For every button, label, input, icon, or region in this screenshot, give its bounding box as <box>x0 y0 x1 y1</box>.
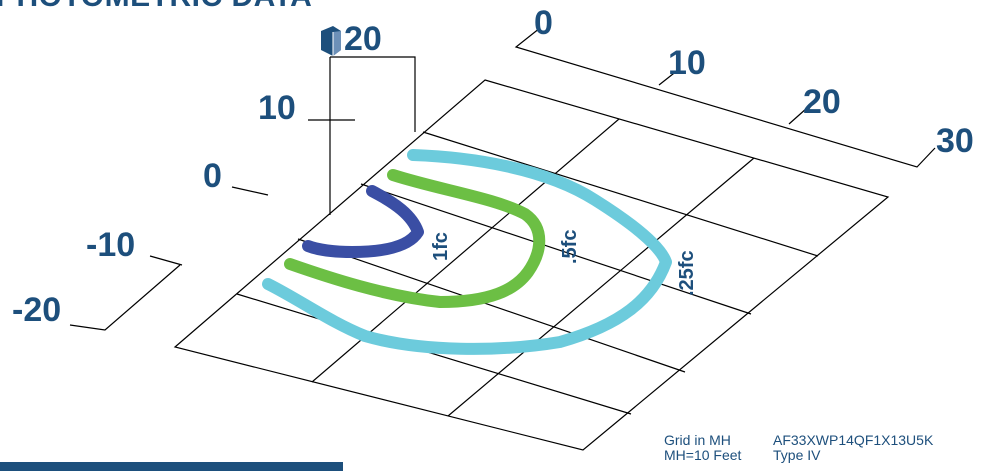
contour-1fc-line <box>302 185 424 258</box>
grid-line-width-4 <box>236 293 632 415</box>
contour-05fc-line <box>284 169 546 308</box>
mounting-height-label: MH=10 Feet <box>664 447 742 463</box>
tick-line-neg20 <box>69 264 181 331</box>
depth-axis-line <box>514 27 936 168</box>
depth-tick-label-10: 10 <box>668 44 706 82</box>
depth-tick-30: 30 <box>936 122 974 160</box>
depth-tick-20 <box>788 107 808 125</box>
grid-line-depth-2 <box>447 157 755 417</box>
luminaire-icon <box>321 26 341 56</box>
contour-label-05fc: .5fc <box>559 230 581 264</box>
contour-label-025fc: .25fc <box>676 250 698 296</box>
grid-line-width-3 <box>297 238 686 373</box>
axis-lines <box>69 27 936 331</box>
depth-tick-10 <box>658 69 679 86</box>
grid-scale-label: Grid in MH <box>664 432 731 448</box>
grid-line-width-1 <box>422 131 819 257</box>
fixture-info: AF33XWP14QF1X13U5K Type IV <box>773 433 933 463</box>
vertical-tick-20: 20 <box>344 20 382 58</box>
contour-025fc-line <box>262 149 672 355</box>
model-number: AF33XWP14QF1X13U5K <box>773 432 934 448</box>
contour-lines <box>262 149 672 355</box>
depth-tick-label-20: 20 <box>803 83 841 121</box>
contour-label-1fc: 1fc <box>430 232 452 261</box>
depth-tick-0: 0 <box>534 4 553 42</box>
section-footer-bar <box>0 462 343 471</box>
tick-line-neg10 <box>149 255 183 266</box>
vertical-tick-neg10: -10 <box>86 226 135 264</box>
tick-line-0 <box>231 186 269 196</box>
grid-info: Grid in MH MH=10 Feet <box>664 433 741 463</box>
distribution-type: Type IV <box>773 447 821 463</box>
page-title: PHOTOMETRIC DATA <box>0 0 312 14</box>
back-wall-line <box>330 56 416 132</box>
vertical-tick-10: 10 <box>258 89 296 127</box>
vertical-tick-neg20: -20 <box>12 291 61 329</box>
vertical-tick-0: 0 <box>203 157 222 195</box>
grid-plane <box>173 79 890 451</box>
grid-line-width-2 <box>360 183 752 315</box>
